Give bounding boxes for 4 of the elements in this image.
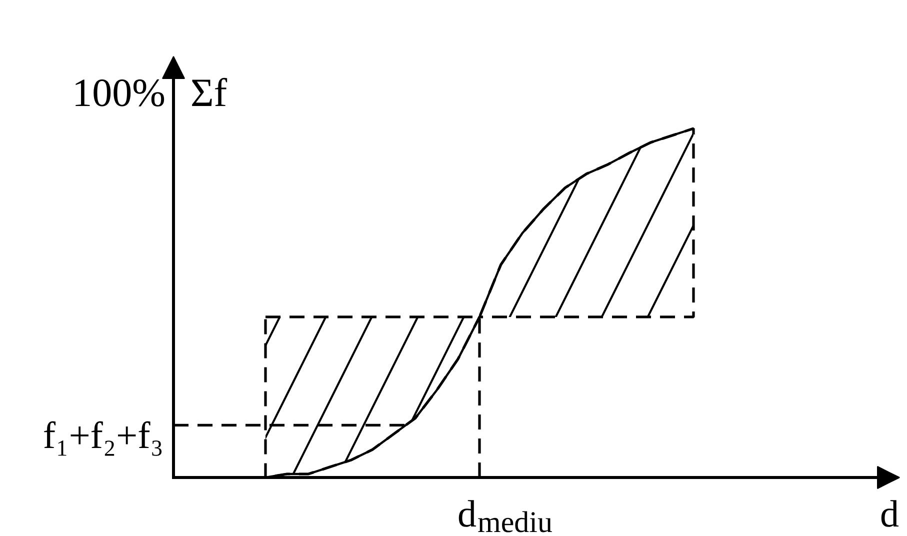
y-axis-title: Σf — [190, 70, 228, 115]
x-axis-title: d — [880, 494, 899, 536]
ref-line-label: f₁+f₂+f₃ — [42, 415, 164, 458]
text: 100% — [72, 70, 166, 115]
